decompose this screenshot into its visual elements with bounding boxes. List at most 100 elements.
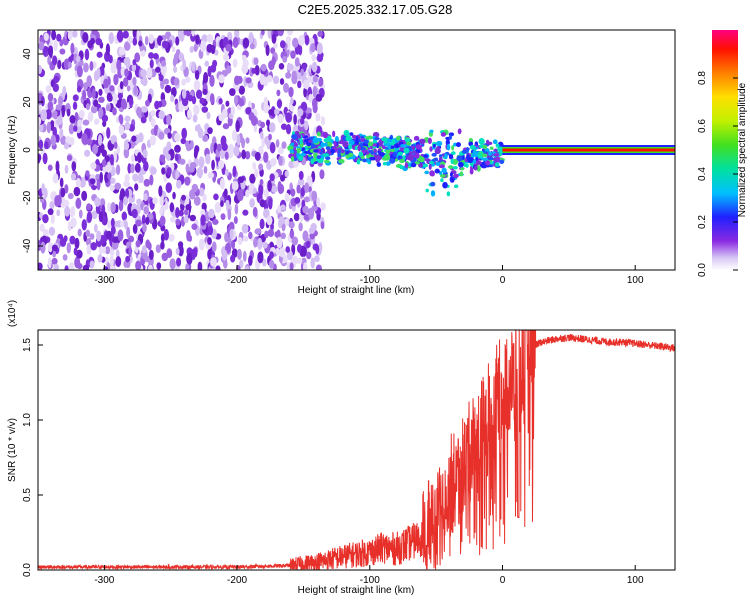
heatmap-noise-cell bbox=[298, 170, 304, 181]
heatmap-signal-cell bbox=[372, 139, 377, 145]
heatmap-signal-cell bbox=[363, 139, 369, 144]
heatmap-noise-cell bbox=[116, 30, 124, 42]
heatmap-signal-cell bbox=[294, 130, 300, 136]
heatmap-noise-cell bbox=[72, 94, 79, 102]
heatmap-noise-cell bbox=[311, 54, 317, 62]
heatmap-noise-cell bbox=[232, 36, 239, 48]
heatmap-noise-cell bbox=[177, 241, 184, 248]
heatmap-signal-cell bbox=[425, 188, 429, 193]
heatmap-noise-cell bbox=[160, 241, 165, 250]
heatmap-signal-cell bbox=[430, 181, 436, 187]
heatmap-noise-cell bbox=[258, 183, 264, 196]
heatmap-signal-cell bbox=[395, 135, 401, 141]
heatmap-noise-cell bbox=[81, 132, 88, 145]
heatmap-noise-cell bbox=[86, 211, 93, 223]
heatmap-noise-cell bbox=[97, 254, 103, 263]
heatmap-signal-cell bbox=[414, 161, 420, 165]
heatmap-noise-cell bbox=[201, 202, 207, 211]
heatmap-noise-cell bbox=[59, 39, 64, 47]
heatmap-noise-cell bbox=[143, 193, 148, 202]
heatmap-signal-cell bbox=[430, 190, 436, 197]
snr-y-label: SNR (10 * v/v) bbox=[7, 418, 18, 482]
heatmap-noise-cell bbox=[125, 255, 131, 263]
heatmap-noise-cell bbox=[168, 233, 175, 242]
heatmap-signal-cell bbox=[487, 141, 493, 146]
heatmap-signal-cell bbox=[313, 149, 319, 153]
heatmap-noise-cell bbox=[245, 77, 252, 84]
snr-scale-note: (x10⁴) bbox=[7, 300, 18, 327]
heatmap-noise-cell bbox=[132, 30, 137, 39]
heatmap-noise-cell bbox=[296, 184, 301, 194]
heatmap-noise-cell bbox=[118, 200, 124, 212]
heatmap-noise-cell bbox=[75, 249, 83, 259]
heatmap-noise-cell bbox=[52, 250, 57, 258]
heatmap-noise-cell bbox=[140, 78, 147, 85]
heatmap-noise-cell bbox=[60, 135, 67, 146]
heatmap-noise-cell bbox=[173, 77, 180, 86]
heatmap-noise-cell bbox=[157, 100, 163, 108]
heatmap-noise-cell bbox=[177, 30, 183, 41]
heatmap-noise-cell bbox=[123, 57, 131, 66]
heatmap-noise-cell bbox=[232, 165, 237, 177]
heatmap-noise-cell bbox=[227, 208, 232, 221]
heatmap-noise-cell bbox=[110, 217, 115, 228]
heatmap-noise-cell bbox=[52, 83, 60, 92]
heatmap-signal-cell bbox=[412, 150, 417, 154]
heatmap-signal-cell bbox=[290, 156, 295, 162]
heatmap-signal-cell bbox=[413, 135, 420, 141]
heatmap-noise-cell bbox=[72, 30, 78, 38]
snr-y-ticks: 0.0 0.5 1.0 1.5 bbox=[22, 338, 43, 577]
heatmap-noise-cell bbox=[136, 106, 142, 117]
heatmap-noise-cell bbox=[242, 235, 249, 242]
heatmap-noise-cell bbox=[57, 95, 64, 106]
heatmap-noise-cell bbox=[127, 35, 133, 44]
heatmap-noise-cell bbox=[81, 219, 87, 231]
heatmap-noise-cell bbox=[210, 44, 216, 55]
heatmap-noise-cell bbox=[289, 229, 295, 239]
heatmap-noise-cell bbox=[98, 88, 103, 96]
heatmap-noise-cell bbox=[99, 171, 104, 184]
heatmap-signal-cell bbox=[326, 141, 333, 148]
heatmap-noise-cell bbox=[300, 68, 305, 77]
heatmap-noise-cell bbox=[104, 246, 111, 255]
heatmap-noise-cell bbox=[223, 188, 228, 198]
heatmap-noise-cell bbox=[279, 78, 285, 85]
heatmap-noise-cell bbox=[241, 64, 249, 74]
heatmap-noise-cell bbox=[207, 172, 215, 179]
heatmap-noise-cell bbox=[110, 62, 118, 74]
heatmap-noise-cell bbox=[113, 73, 119, 86]
heatmap-noise-cell bbox=[187, 94, 193, 102]
heatmap-noise-cell bbox=[56, 194, 62, 206]
heatmap-noise-cell bbox=[159, 215, 166, 227]
heatmap-noise-cell bbox=[124, 115, 131, 122]
heatmap-signal-cell bbox=[351, 134, 357, 139]
heatmap-noise-cell bbox=[121, 211, 128, 221]
heatmap-signal-cell bbox=[376, 142, 380, 149]
heatmap-noise-cell bbox=[52, 55, 58, 66]
heatmap-noise-cell bbox=[55, 104, 62, 111]
heatmap-signal-cell bbox=[356, 159, 361, 165]
heatmap-noise-cell bbox=[89, 178, 96, 185]
heatmap-noise-cell bbox=[110, 177, 116, 184]
snr-x-label: Height of straight line (km) bbox=[298, 585, 415, 596]
heatmap-signal-cell bbox=[423, 154, 429, 158]
heatmap-noise-cell bbox=[134, 162, 141, 173]
heatmap-noise-cell bbox=[66, 242, 71, 254]
heatmap-noise-cell bbox=[111, 240, 119, 250]
heatmap-noise-cell bbox=[267, 229, 275, 238]
heatmap-noise-cell bbox=[59, 127, 64, 138]
heatmap-noise-cell bbox=[178, 52, 184, 62]
heatmap-noise-cell bbox=[242, 59, 249, 67]
heatmap-noise-cell bbox=[297, 108, 304, 117]
heatmap-noise-cell bbox=[123, 147, 130, 159]
heatmap-noise-cell bbox=[320, 202, 326, 211]
heatmap-signal-cell bbox=[308, 139, 313, 143]
heatmap-noise-cell bbox=[268, 197, 273, 210]
heatmap-noise-cell bbox=[101, 159, 107, 167]
heatmap-noise-cell bbox=[192, 114, 198, 123]
heatmap-noise-cell bbox=[48, 45, 53, 52]
heatmap-signal-cell bbox=[452, 165, 458, 170]
heatmap-noise-cell bbox=[74, 237, 80, 249]
heatmap-noise-cell bbox=[108, 32, 114, 44]
heatmap-signal-cell bbox=[494, 162, 500, 167]
